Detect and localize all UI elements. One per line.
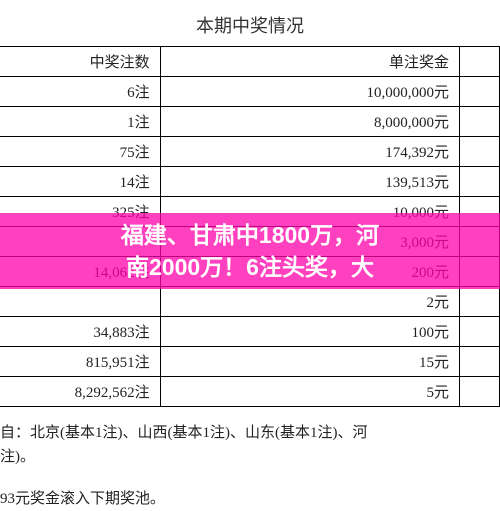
table-row: 6注10,000,000元 <box>0 77 500 107</box>
overlay-line2: 南2000万！6注头奖，大 <box>126 251 374 283</box>
cell-prize: 10,000,000元 <box>160 77 459 107</box>
page-title: 本期中奖情况 <box>0 0 500 46</box>
cell-extra <box>460 317 500 347</box>
cell-count: 8,292,562注 <box>0 377 160 407</box>
cell-extra <box>460 137 500 167</box>
cell-extra <box>460 347 500 377</box>
header-extra <box>460 47 500 77</box>
table-row: 14注139,513元 <box>0 167 500 197</box>
footnote-rollover: 93元奖金滚入下期奖池。 <box>0 469 500 511</box>
table-row: 34,883注100元 <box>0 317 500 347</box>
headline-overlay: 福建、甘肃中1800万，河 南2000万！6注头奖，大 <box>0 213 500 289</box>
cell-extra <box>460 77 500 107</box>
cell-extra <box>460 377 500 407</box>
cell-prize: 8,000,000元 <box>160 107 459 137</box>
cell-prize: 15元 <box>160 347 459 377</box>
cell-count: 815,951注 <box>0 347 160 377</box>
table-row: 8,292,562注5元 <box>0 377 500 407</box>
cell-prize: 2元 <box>160 287 459 317</box>
table-row: 815,951注15元 <box>0 347 500 377</box>
table-header-row: 中奖注数 单注奖金 <box>0 47 500 77</box>
table-row: 1注8,000,000元 <box>0 107 500 137</box>
cell-prize: 100元 <box>160 317 459 347</box>
cell-prize: 139,513元 <box>160 167 459 197</box>
cell-count: 34,883注 <box>0 317 160 347</box>
cell-extra <box>460 107 500 137</box>
cell-extra <box>460 167 500 197</box>
cell-count: 75注 <box>0 137 160 167</box>
footnote-source: 自：北京(基本1注)、山西(基本1注)、山东(基本1注)、河 注)。 <box>0 407 500 469</box>
cell-count: 14注 <box>0 167 160 197</box>
overlay-line1: 福建、甘肃中1800万，河 <box>121 219 379 251</box>
table-row: 75注174,392元 <box>0 137 500 167</box>
cell-count <box>0 287 160 317</box>
header-count: 中奖注数 <box>0 47 160 77</box>
footnote-text-suffix: 注)。 <box>0 449 35 465</box>
header-prize: 单注奖金 <box>160 47 459 77</box>
table-row: 2元 <box>0 287 500 317</box>
cell-prize: 174,392元 <box>160 137 459 167</box>
cell-extra <box>460 287 500 317</box>
cell-count: 6注 <box>0 77 160 107</box>
footnote-text: 自：北京(基本1注)、山西(基本1注)、山东(基本1注)、河 <box>0 425 367 441</box>
cell-count: 1注 <box>0 107 160 137</box>
cell-prize: 5元 <box>160 377 459 407</box>
